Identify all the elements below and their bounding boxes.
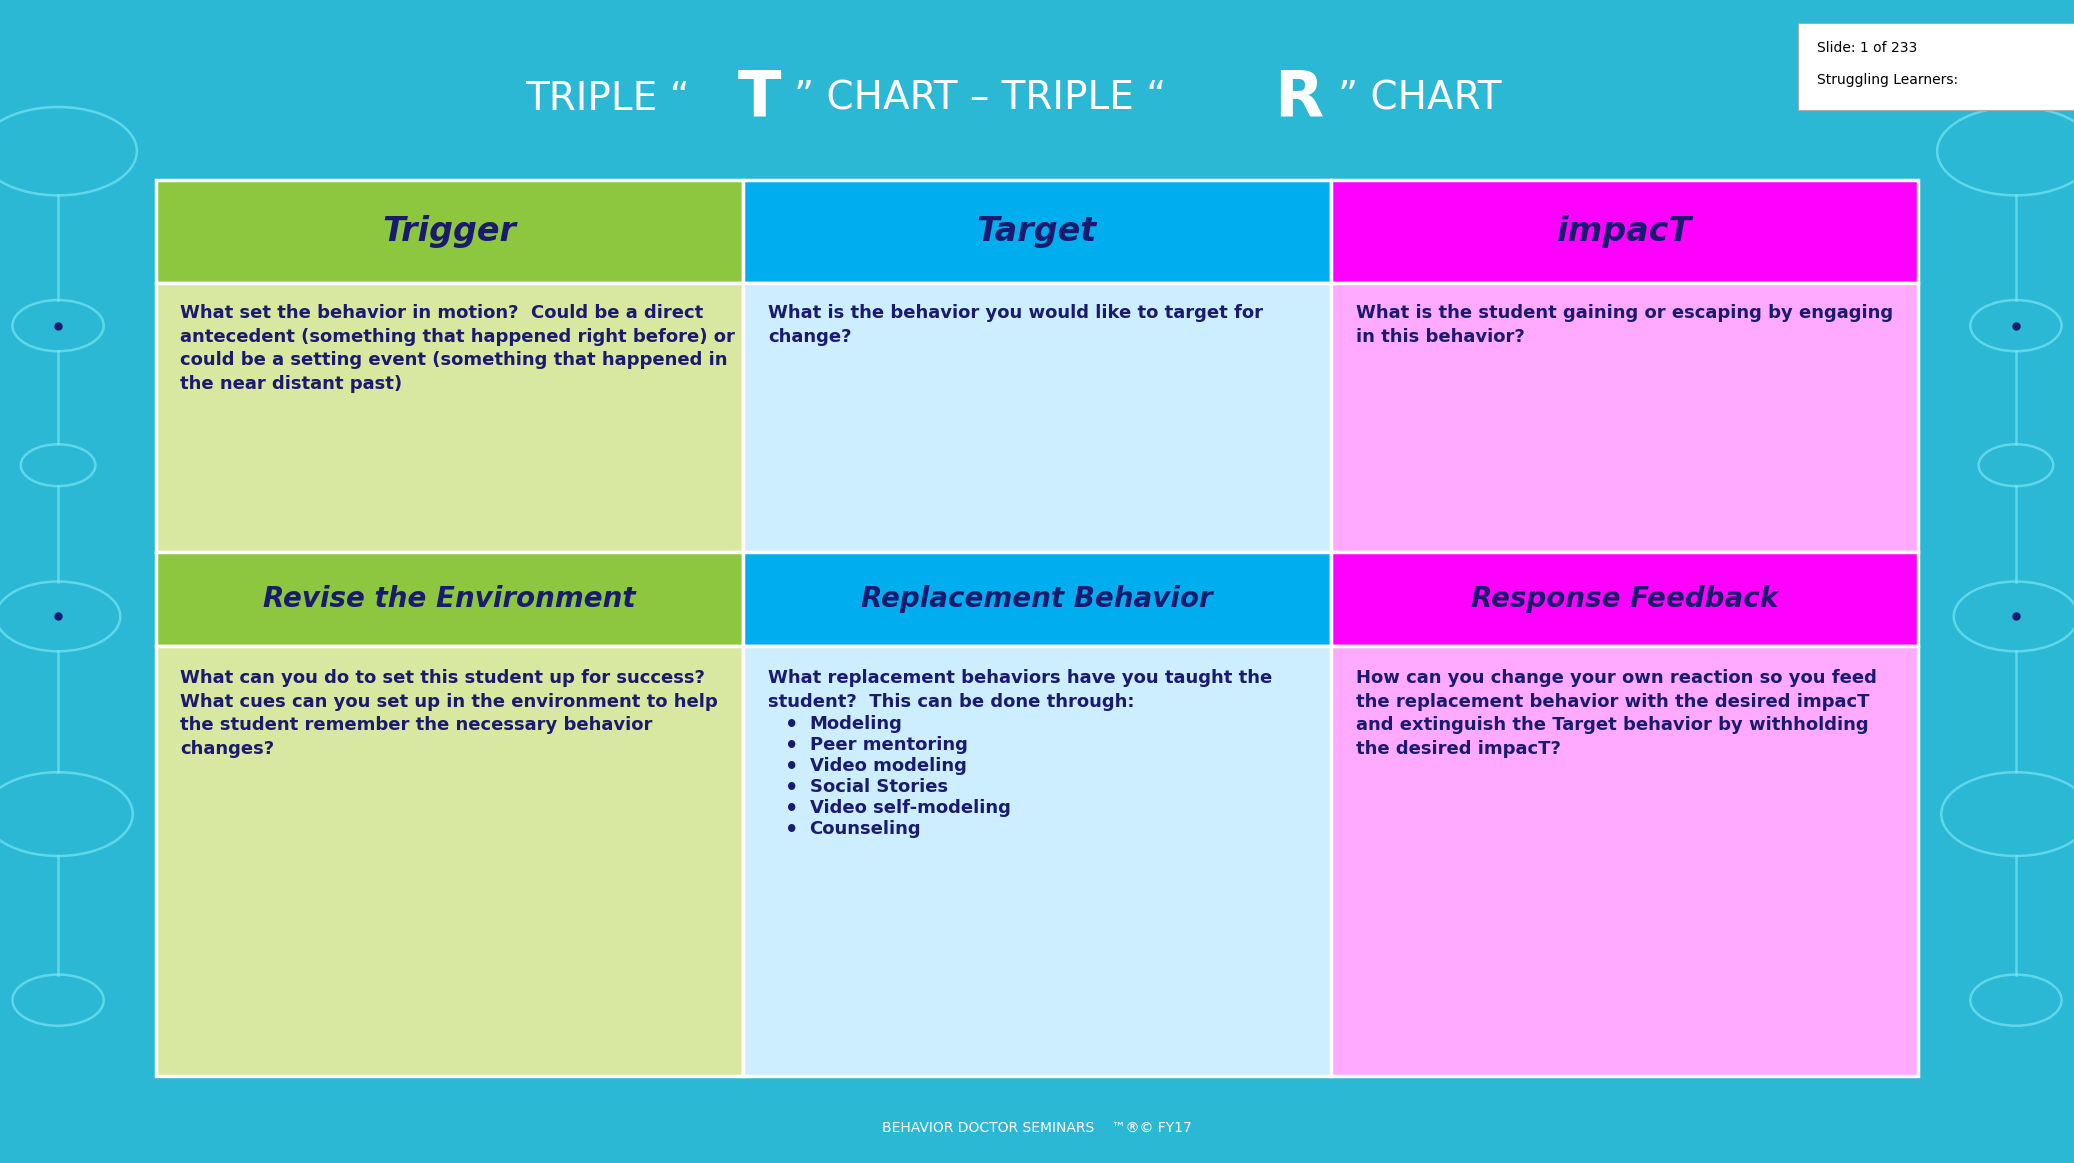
Text: •: • <box>784 820 798 840</box>
Text: •: • <box>784 778 798 798</box>
Text: Video modeling: Video modeling <box>809 757 966 775</box>
Text: Slide: 1 of 233: Slide: 1 of 233 <box>1817 41 1916 55</box>
Text: Struggling Learners:: Struggling Learners: <box>1817 73 1958 87</box>
Text: Replacement Behavior: Replacement Behavior <box>861 585 1213 613</box>
FancyBboxPatch shape <box>1332 552 1918 645</box>
Text: Revise the Environment: Revise the Environment <box>263 585 635 613</box>
Text: Peer mentoring: Peer mentoring <box>809 736 966 754</box>
FancyBboxPatch shape <box>156 284 742 552</box>
Text: Modeling: Modeling <box>809 715 902 733</box>
FancyBboxPatch shape <box>742 552 1332 645</box>
FancyBboxPatch shape <box>1332 180 1918 284</box>
Text: Response Feedback: Response Feedback <box>1470 585 1777 613</box>
FancyBboxPatch shape <box>742 645 1332 1076</box>
Text: T: T <box>738 67 782 130</box>
Text: What replacement behaviors have you taught the
student?  This can be done throug: What replacement behaviors have you taug… <box>767 669 1271 711</box>
Text: What is the student gaining or escaping by engaging
in this behavior?: What is the student gaining or escaping … <box>1356 305 1894 345</box>
Text: •: • <box>784 799 798 819</box>
Text: What is the behavior you would like to target for
change?: What is the behavior you would like to t… <box>767 305 1263 345</box>
FancyBboxPatch shape <box>1332 284 1918 552</box>
Text: Target: Target <box>977 215 1097 248</box>
Text: Video self-modeling: Video self-modeling <box>809 799 1010 816</box>
FancyBboxPatch shape <box>1332 645 1918 1076</box>
FancyBboxPatch shape <box>156 180 742 284</box>
Text: ” CHART: ” CHART <box>1338 80 1502 117</box>
Text: How can you change your own reaction so you feed
the replacement behavior with t: How can you change your own reaction so … <box>1356 669 1877 758</box>
Text: •: • <box>784 736 798 756</box>
Text: impacT: impacT <box>1558 215 1692 248</box>
FancyBboxPatch shape <box>1798 23 2074 110</box>
Text: •: • <box>784 757 798 777</box>
Text: TRIPLE “: TRIPLE “ <box>525 80 691 117</box>
Text: What can you do to set this student up for success?
What cues can you set up in : What can you do to set this student up f… <box>180 669 718 758</box>
Text: What set the behavior in motion?  Could be a direct
antecedent (something that h: What set the behavior in motion? Could b… <box>180 305 736 393</box>
FancyBboxPatch shape <box>742 284 1332 552</box>
Text: Counseling: Counseling <box>809 820 921 837</box>
FancyBboxPatch shape <box>156 552 742 645</box>
FancyBboxPatch shape <box>156 645 742 1076</box>
Text: •: • <box>784 715 798 735</box>
Text: ” CHART – TRIPLE “: ” CHART – TRIPLE “ <box>794 80 1166 117</box>
Text: Social Stories: Social Stories <box>809 778 948 795</box>
Text: Trigger: Trigger <box>382 215 516 248</box>
Text: BEHAVIOR DOCTOR SEMINARS    ™®© FY17: BEHAVIOR DOCTOR SEMINARS ™®© FY17 <box>881 1121 1193 1135</box>
FancyBboxPatch shape <box>742 180 1332 284</box>
Text: R: R <box>1273 67 1323 130</box>
